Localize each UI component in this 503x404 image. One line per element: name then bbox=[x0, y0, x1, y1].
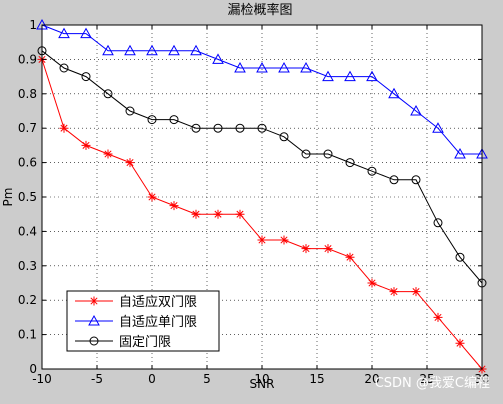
x-tick-label: -5 bbox=[91, 372, 103, 386]
x-tick-label: 25 bbox=[419, 372, 434, 386]
y-tick-label: 0.2 bbox=[18, 293, 37, 307]
star-marker bbox=[367, 278, 377, 288]
series-triangle bbox=[36, 18, 488, 159]
circle-marker bbox=[169, 115, 179, 125]
circle-marker bbox=[411, 175, 421, 185]
x-tick-label: 5 bbox=[203, 372, 211, 386]
circle-marker bbox=[455, 252, 465, 262]
star-marker bbox=[235, 209, 245, 219]
triangle-marker bbox=[124, 44, 136, 56]
star-marker bbox=[191, 209, 201, 219]
y-tick-label: 0.7 bbox=[18, 121, 37, 135]
star-marker bbox=[125, 158, 135, 168]
legend-label: 固定门限 bbox=[119, 335, 171, 350]
series-line bbox=[41, 24, 482, 155]
circle-marker bbox=[89, 336, 99, 346]
y-tick-label: 0 bbox=[29, 362, 37, 376]
star-marker bbox=[213, 209, 223, 219]
y-axis-label: Pm bbox=[1, 188, 15, 207]
triangle-marker bbox=[88, 314, 100, 326]
triangle-marker bbox=[212, 53, 224, 64]
chart-title: 漏检概率图 bbox=[227, 2, 292, 18]
y-tick-label: 0.6 bbox=[18, 156, 37, 170]
circle-marker bbox=[323, 149, 333, 159]
circle-marker bbox=[433, 218, 443, 228]
series-circle bbox=[37, 46, 487, 288]
triangle-marker bbox=[388, 87, 400, 99]
star-marker bbox=[257, 235, 267, 245]
y-tick-label: 0.3 bbox=[18, 259, 37, 273]
star-marker bbox=[323, 244, 333, 254]
series-line bbox=[41, 50, 483, 284]
triangle-marker bbox=[256, 61, 268, 73]
circle-marker bbox=[345, 158, 355, 168]
star-marker bbox=[455, 338, 465, 348]
y-tick-label: 0.5 bbox=[18, 190, 37, 204]
triangle-marker bbox=[432, 122, 444, 133]
x-tick-label: 30 bbox=[474, 372, 489, 386]
x-axis-label: SNR bbox=[250, 377, 275, 391]
triangle-marker bbox=[234, 61, 246, 73]
axis-ticks: -10 -5 0 5 10 15 20 25 30 0 0.1 0.2 0.3 0.4 0.5 0.6 0.7 0… bbox=[18, 18, 490, 386]
circle-marker bbox=[279, 132, 289, 142]
watermark: CSDN @我爱C编程 bbox=[375, 376, 490, 391]
circle-marker bbox=[213, 123, 223, 133]
star-marker bbox=[169, 201, 179, 211]
x-tick-label: 0 bbox=[148, 372, 156, 386]
star-marker bbox=[389, 287, 399, 297]
star-marker bbox=[345, 252, 355, 262]
legend-label: 自适应双门限 bbox=[119, 294, 197, 310]
x-tick-label: 20 bbox=[364, 372, 379, 386]
triangle-marker bbox=[278, 61, 290, 73]
triangle-marker bbox=[322, 70, 334, 82]
star-marker bbox=[89, 296, 99, 306]
circle-marker bbox=[235, 123, 245, 133]
star-marker bbox=[301, 244, 311, 254]
legend-label: 自适应单门限 bbox=[119, 314, 197, 330]
y-tick-label: 0.9 bbox=[18, 52, 37, 66]
triangle-marker bbox=[168, 44, 180, 56]
y-tick-label: 0.4 bbox=[18, 224, 37, 238]
y-tick-label: 0.8 bbox=[18, 87, 37, 101]
circle-marker bbox=[191, 123, 201, 133]
triangle-marker bbox=[344, 70, 356, 82]
circle-marker bbox=[301, 149, 311, 159]
star-marker bbox=[59, 123, 69, 133]
circle-marker bbox=[147, 115, 157, 125]
circle-marker bbox=[103, 89, 113, 99]
triangle-marker bbox=[366, 70, 378, 82]
triangle-marker bbox=[300, 61, 312, 73]
star-marker bbox=[279, 235, 289, 245]
x-tick-label: 15 bbox=[309, 372, 324, 386]
triangle-marker bbox=[102, 44, 114, 56]
circle-marker bbox=[81, 72, 91, 82]
circle-marker bbox=[257, 123, 267, 133]
star-marker bbox=[81, 140, 91, 150]
triangle-marker bbox=[80, 27, 92, 39]
circle-marker bbox=[59, 63, 69, 73]
star-marker bbox=[411, 287, 421, 297]
circle-marker bbox=[125, 106, 135, 116]
circle-marker bbox=[389, 175, 399, 185]
star-marker bbox=[147, 192, 157, 202]
x-tick-label: -10 bbox=[32, 372, 52, 386]
y-tick-label: 1 bbox=[29, 18, 37, 32]
triangle-marker bbox=[190, 44, 202, 56]
triangle-marker bbox=[454, 147, 466, 159]
x-tick-label: 10 bbox=[254, 372, 269, 386]
triangle-marker bbox=[146, 44, 158, 56]
triangle-marker bbox=[58, 27, 70, 39]
y-tick-label: 0.1 bbox=[18, 328, 37, 342]
circle-marker bbox=[367, 166, 377, 176]
triangle-marker bbox=[410, 104, 422, 116]
star-marker bbox=[433, 312, 443, 322]
star-marker bbox=[103, 149, 113, 159]
